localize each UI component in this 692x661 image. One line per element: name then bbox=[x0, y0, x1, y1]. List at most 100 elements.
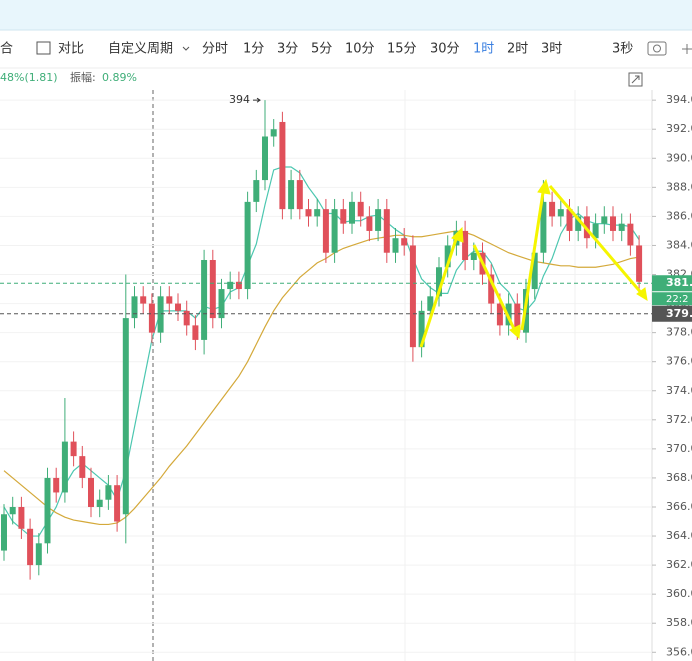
candle-body bbox=[575, 216, 582, 231]
candle-body bbox=[192, 325, 199, 340]
y-tick-label: 370.0 bbox=[666, 442, 692, 455]
change: 48%(1.81) bbox=[0, 71, 58, 84]
candle-body bbox=[209, 259, 216, 319]
candle-body bbox=[366, 216, 373, 231]
price-label: 381.4 bbox=[666, 276, 692, 289]
y-tick-label: 390.0 bbox=[666, 151, 692, 164]
tool[interactable]: 1分 bbox=[243, 42, 264, 57]
arrow-head bbox=[636, 287, 648, 301]
arrow-head bbox=[451, 226, 464, 243]
y-tick-label: 374.0 bbox=[666, 384, 692, 397]
tool[interactable]: 3时 bbox=[541, 42, 562, 57]
y-tick-label: 372.0 bbox=[666, 413, 692, 426]
y-tick-label: 364.0 bbox=[666, 529, 692, 542]
tool[interactable]: 10分 bbox=[345, 42, 375, 57]
tool[interactable]: 2时 bbox=[507, 42, 528, 57]
y-tick-label: 356.0 bbox=[666, 645, 692, 658]
price-label: 379.3 bbox=[666, 307, 692, 320]
candle-body bbox=[375, 209, 382, 231]
candle-body bbox=[279, 121, 286, 210]
candle-body bbox=[218, 289, 225, 319]
y-tick-label: 388.0 bbox=[666, 180, 692, 193]
candle-body bbox=[305, 209, 312, 217]
top-strip bbox=[0, 0, 692, 30]
candle-body bbox=[340, 209, 347, 224]
candle-body bbox=[383, 209, 390, 253]
tool[interactable]: 分时 bbox=[202, 42, 228, 57]
arrow bbox=[472, 244, 518, 334]
tool[interactable]: 合 bbox=[0, 42, 13, 57]
candle-body bbox=[235, 281, 242, 290]
candle-body bbox=[331, 209, 338, 253]
candle-body bbox=[288, 180, 295, 210]
candle-body bbox=[610, 216, 616, 231]
candle-body bbox=[244, 201, 251, 290]
tool[interactable]: 30分 bbox=[430, 42, 460, 57]
candle-body bbox=[53, 477, 60, 493]
tool[interactable]: 3秒 bbox=[612, 42, 633, 57]
candle-body bbox=[1, 514, 7, 551]
arrow bbox=[520, 185, 546, 331]
tool[interactable]: 对比 bbox=[58, 42, 84, 57]
annotations bbox=[419, 178, 648, 348]
candle-body bbox=[227, 281, 234, 290]
candle-body bbox=[427, 296, 434, 311]
candle-body bbox=[392, 238, 399, 253]
candle-body bbox=[566, 209, 573, 231]
candle-body bbox=[470, 252, 477, 260]
max-label: 394 bbox=[229, 93, 250, 106]
candle-body bbox=[444, 245, 451, 268]
tool[interactable]: 5分 bbox=[311, 42, 332, 57]
y-tick-label: 384.0 bbox=[666, 238, 692, 251]
tool-active[interactable]: 1时 bbox=[473, 42, 494, 57]
candle-body bbox=[105, 485, 112, 500]
candle-body bbox=[549, 201, 556, 217]
y-tick-label: 378.0 bbox=[666, 326, 692, 339]
tool[interactable]: 自定义周期 bbox=[108, 42, 173, 57]
candle-body bbox=[531, 252, 538, 290]
candle-body bbox=[114, 485, 121, 522]
y-tick-label: 392.0 bbox=[666, 122, 692, 135]
candle-body bbox=[496, 303, 503, 326]
plus-icon[interactable] bbox=[682, 44, 692, 54]
camera-icon[interactable] bbox=[647, 41, 667, 56]
candle-body bbox=[314, 209, 321, 217]
tool[interactable]: 3分 bbox=[277, 42, 298, 57]
candle-body bbox=[322, 209, 329, 253]
countdown-box bbox=[652, 292, 692, 306]
candle-body bbox=[18, 506, 25, 529]
candle-body bbox=[462, 230, 469, 260]
expand-icon[interactable] bbox=[628, 72, 643, 87]
max-arrow bbox=[253, 97, 261, 103]
amplitude: 0.89% bbox=[102, 71, 137, 84]
candle-body bbox=[514, 303, 521, 333]
arrow bbox=[548, 185, 645, 296]
arrow-head bbox=[509, 324, 521, 340]
candle-body bbox=[88, 477, 94, 507]
arrow-head bbox=[537, 178, 551, 195]
price-box bbox=[652, 305, 692, 322]
toolbar: 合 对比 自定义周期 分时 1分 3分 5分 10分 15分 30分 1时 2时… bbox=[0, 41, 692, 57]
candle-body bbox=[122, 318, 129, 515]
y-tick-label: 368.0 bbox=[666, 471, 692, 484]
candle-body bbox=[148, 303, 155, 333]
candle-body bbox=[262, 136, 268, 181]
candle-body bbox=[157, 296, 164, 333]
candle-body bbox=[436, 267, 442, 297]
candle-body bbox=[601, 216, 608, 224]
y-tick-label: 362.0 bbox=[666, 558, 692, 571]
candle-body bbox=[79, 456, 86, 478]
candle-body bbox=[70, 441, 77, 457]
y-tick-label: 386.0 bbox=[666, 209, 692, 222]
countdown: 22:2 bbox=[666, 294, 688, 305]
candle-body bbox=[175, 303, 181, 311]
tool[interactable]: 15分 bbox=[387, 42, 417, 57]
price-box bbox=[652, 275, 692, 292]
candle-body bbox=[140, 296, 147, 304]
candle-body bbox=[409, 245, 416, 348]
candle-body bbox=[540, 201, 547, 253]
candle-body bbox=[627, 223, 634, 246]
candle-body bbox=[253, 180, 260, 202]
candle-body bbox=[9, 506, 16, 515]
